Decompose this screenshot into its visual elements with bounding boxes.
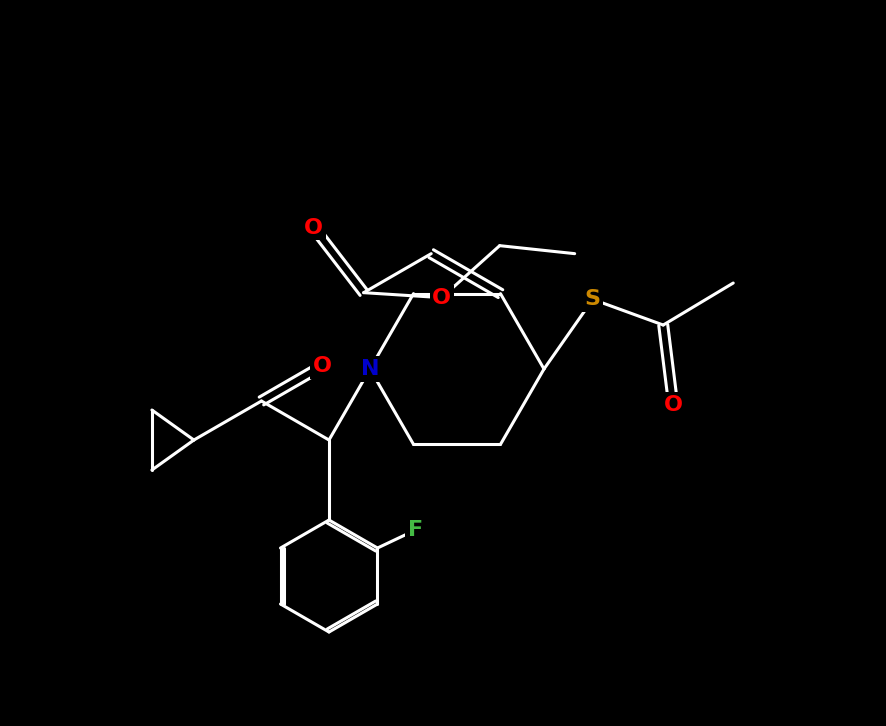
- Text: S: S: [585, 290, 601, 309]
- Text: O: O: [304, 218, 323, 237]
- Text: O: O: [313, 356, 331, 376]
- Text: O: O: [432, 287, 451, 308]
- Text: O: O: [664, 395, 683, 415]
- Text: N: N: [361, 359, 379, 379]
- Text: F: F: [408, 520, 423, 540]
